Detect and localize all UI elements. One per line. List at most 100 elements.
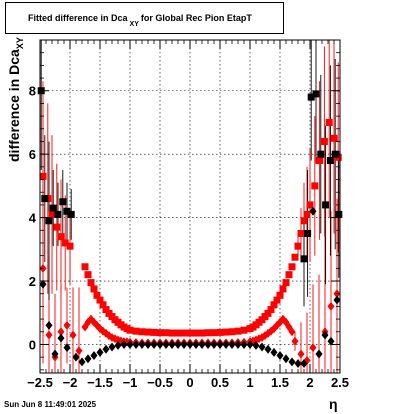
marker-diamond (108, 342, 116, 352)
marker-diamond (39, 279, 47, 289)
marker-square (210, 329, 218, 337)
marker-square (81, 263, 89, 271)
marker-diamond (321, 330, 329, 340)
marker-diamond (294, 358, 302, 368)
marker-square (273, 296, 281, 304)
marker-diamond (234, 339, 242, 349)
y-tick-label: 4 (29, 211, 37, 226)
marker-diamond (63, 320, 71, 330)
marker-square (228, 328, 236, 336)
marker-square (317, 150, 325, 158)
marker-diamond (138, 339, 146, 349)
marker-square (270, 301, 278, 309)
marker-diamond (132, 339, 140, 349)
marker-diamond (63, 343, 71, 353)
marker-diamond (90, 351, 98, 361)
title-main: Fitted difference in Dca (28, 13, 128, 23)
title-box: Fitted difference in DcaXYfor Global Rec… (5, 2, 284, 34)
marker-square (267, 306, 275, 314)
marker-diamond (75, 346, 83, 356)
marker-diamond (291, 336, 299, 346)
marker-square (325, 118, 333, 126)
marker-square (61, 239, 69, 247)
marker-square (322, 201, 330, 209)
marker-square (326, 157, 334, 165)
marker-square (45, 217, 53, 225)
marker-diamond (327, 301, 335, 311)
marker-square (320, 137, 328, 145)
marker-square (53, 223, 61, 231)
marker-diamond (144, 339, 152, 349)
marker-diamond (252, 340, 260, 350)
y-tick-label: 2 (29, 274, 36, 289)
marker-diamond (150, 339, 158, 349)
tick-labels: −2.5 −2 −1.5 −1 −0.5 0 0.5 1 1.5 2 2.5 0 2 4 6 8 (27, 84, 349, 390)
marker-square (150, 328, 158, 336)
x-tick-label: 0 (186, 375, 193, 390)
marker-square (240, 326, 248, 334)
marker-square (297, 229, 305, 237)
marker-square (330, 134, 338, 142)
marker-square (126, 326, 134, 334)
marker-square (291, 253, 299, 261)
marker-diamond (156, 339, 164, 349)
marker-diamond (264, 344, 272, 354)
title-subscript: XY (129, 21, 139, 28)
x-axis-label: η (329, 396, 338, 412)
axis-ticks (39, 40, 341, 373)
marker-square (87, 279, 95, 287)
marker-square (276, 291, 284, 299)
marker-square (204, 329, 212, 337)
marker-square (311, 182, 319, 190)
marker-square (168, 329, 176, 337)
marker-diamond (78, 357, 86, 367)
marker-diamond (300, 358, 308, 368)
marker-square (186, 329, 194, 337)
marker-square (316, 157, 324, 165)
data-markers (37, 87, 343, 368)
marker-square (162, 329, 170, 337)
marker-square (285, 271, 293, 279)
x-tick-label: −0.5 (147, 375, 173, 390)
marker-diamond (174, 339, 182, 349)
marker-square (216, 328, 224, 336)
marker-square (222, 328, 230, 336)
x-tick-label: 1.5 (271, 375, 289, 390)
marker-diamond (327, 336, 335, 346)
y-tick-label: 8 (29, 84, 36, 99)
marker-diamond (228, 339, 236, 349)
marker-diamond (162, 339, 170, 349)
marker-square (93, 291, 101, 299)
marker-diamond (333, 295, 341, 305)
marker-diamond (51, 349, 59, 359)
marker-diamond (210, 339, 218, 349)
marker-diamond (309, 206, 317, 216)
marker-diamond (57, 327, 65, 337)
marker-diamond (168, 339, 176, 349)
marker-diamond (126, 339, 134, 349)
marker-square (306, 201, 314, 209)
marker-square (180, 329, 188, 337)
marker-diamond (84, 354, 92, 364)
marker-diamond (45, 320, 53, 330)
x-tick-label: 2 (306, 375, 313, 390)
marker-square (198, 329, 206, 337)
marker-diamond (216, 339, 224, 349)
marker-square (66, 242, 74, 250)
marker-diamond (276, 351, 284, 361)
marker-diamond (57, 333, 65, 343)
marker-square (102, 306, 110, 314)
marker-square (63, 207, 71, 215)
marker-square (304, 229, 312, 237)
x-tick-label: −1 (123, 375, 138, 390)
marker-square (282, 279, 290, 287)
marker-square (57, 233, 65, 241)
timestamp: Sun Jun 8 11:49:01 2025 (4, 400, 97, 409)
marker-diamond (102, 344, 110, 354)
marker-square (138, 328, 146, 336)
y-axis-label-main: difference in Dca (6, 49, 22, 162)
marker-square (300, 255, 308, 263)
marker-diamond (258, 342, 266, 352)
marker-diamond (69, 330, 77, 340)
